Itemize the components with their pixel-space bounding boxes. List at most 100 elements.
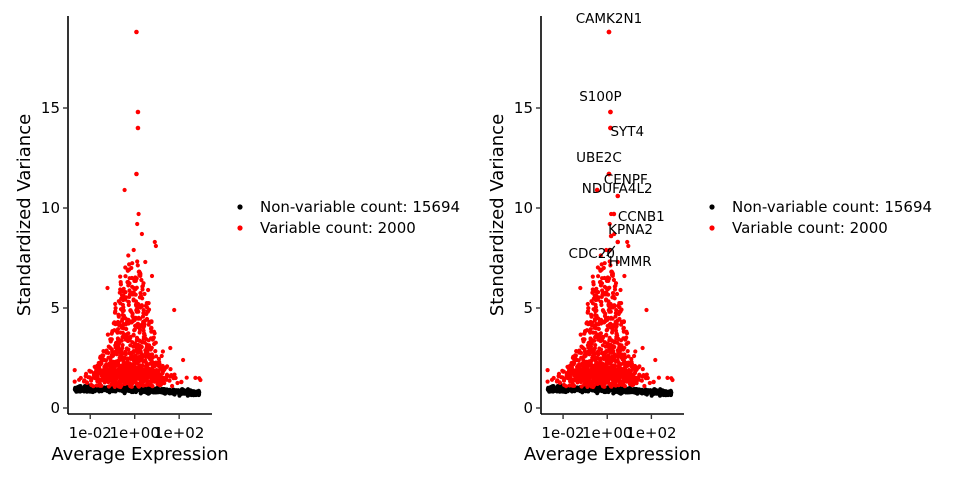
labeled-point [606, 29, 612, 35]
variable-point [120, 346, 125, 351]
variable-point [114, 380, 119, 385]
variable-point [593, 293, 599, 298]
variable-point [599, 262, 604, 267]
variable-point [109, 382, 114, 387]
variable-point [592, 346, 598, 351]
x-tick-label: 1e+00 [582, 424, 632, 442]
variable-point [138, 323, 143, 328]
variable-point [629, 372, 634, 377]
variable-point [143, 375, 148, 381]
variable-point [585, 369, 590, 374]
variable-point [114, 376, 119, 381]
variable-point [137, 330, 142, 335]
variable-point [644, 307, 649, 313]
x-tick-label: 1e+00 [109, 424, 159, 442]
variable-point [134, 338, 139, 343]
variable-point [595, 380, 600, 386]
variable-point [130, 366, 135, 371]
labeled-point [615, 239, 621, 245]
variable-point [85, 380, 90, 385]
variable-point [124, 372, 129, 377]
variable-point [604, 285, 609, 291]
variable-point [128, 343, 133, 348]
variable-point [611, 277, 617, 283]
variable-point [142, 324, 147, 329]
variable-point [139, 277, 144, 283]
variable-point [612, 231, 617, 237]
variable-point [136, 375, 141, 381]
variable-point [598, 279, 603, 285]
variable-point [120, 312, 125, 318]
variable-point [586, 341, 591, 346]
variable-point [114, 351, 119, 356]
variable-point [109, 337, 114, 342]
variable-point [633, 366, 638, 371]
data-points [545, 29, 675, 398]
variable-point [140, 287, 145, 292]
variable-point [124, 326, 129, 332]
variable-point [588, 371, 593, 376]
non-variable-point [577, 387, 582, 392]
gene-label: KPNA2 [608, 222, 653, 238]
variable-point [602, 292, 608, 297]
variable-point [91, 384, 96, 389]
variable-point [602, 320, 607, 325]
variable-point [591, 296, 596, 301]
gene-label: CENPF [604, 172, 648, 188]
variable-point [102, 364, 107, 369]
variable-point [126, 253, 131, 258]
variable-point [582, 382, 587, 387]
variable-point [138, 291, 143, 296]
variable-point [578, 285, 583, 291]
variable-point [127, 288, 132, 293]
variable-point [610, 291, 616, 296]
variable-point [612, 340, 617, 345]
variable-point [133, 302, 139, 307]
variable-point [131, 363, 137, 368]
variable-point [160, 375, 165, 380]
variable-point [595, 349, 601, 354]
gene-label: UBE2C [576, 150, 622, 166]
variable-point [596, 290, 601, 295]
variable-point [140, 340, 145, 345]
variable-point [83, 374, 88, 379]
variable-point [120, 351, 125, 356]
variable-point [142, 291, 147, 297]
variable-point [138, 348, 143, 353]
variable-point [131, 377, 136, 382]
variable-point [604, 328, 609, 333]
variable-point [99, 359, 104, 364]
variable-point [105, 285, 110, 291]
variable-point [670, 377, 675, 383]
variable-point [577, 367, 583, 372]
variable-point [606, 360, 611, 365]
variable-point [161, 366, 166, 371]
variable-point [590, 367, 596, 372]
variable-point [595, 265, 601, 270]
variable-point [607, 221, 612, 227]
variable-point [151, 329, 157, 334]
variable-point [152, 239, 157, 245]
variable-point [150, 361, 155, 366]
gene-label: S100P [579, 89, 621, 105]
variable-point [98, 355, 103, 360]
variable-point [631, 382, 636, 387]
variable-point [603, 380, 609, 385]
variable-point [157, 372, 162, 377]
variable-point [131, 332, 136, 337]
variable-point [596, 326, 601, 332]
variable-point [159, 379, 164, 384]
variable-point [148, 347, 153, 352]
variable-point [561, 378, 567, 383]
variable-point [139, 231, 144, 237]
variable-point [593, 312, 598, 318]
gene-label: SYT4 [610, 124, 644, 140]
variable-point [119, 325, 124, 330]
variable-point [148, 336, 154, 341]
variable-point [112, 320, 117, 325]
variable-point [621, 325, 626, 330]
variable-point [146, 287, 151, 293]
non-variable-point [124, 388, 129, 393]
non-variable-point [625, 387, 630, 393]
non-variable-point [185, 387, 191, 392]
